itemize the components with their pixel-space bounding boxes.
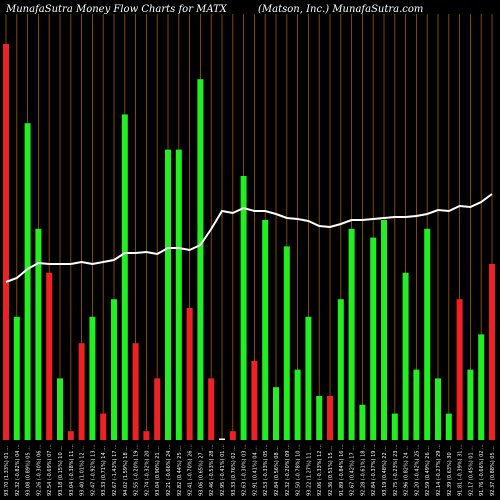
x-label-17: 92.41 (-0.70%) 26 ...	[188, 444, 194, 496]
x-label-36: 92.75 (-0.23%) 23 ...	[393, 444, 399, 496]
x-label-10: 92.67 (-1.43%) 17 ...	[112, 444, 118, 496]
bar-16	[175, 149, 182, 440]
bar-18	[197, 79, 204, 440]
x-label-21: 93.33 (0.76%) 02 ...	[231, 446, 237, 496]
bar-32	[348, 228, 355, 440]
bar-26	[283, 246, 290, 440]
bar-20	[219, 438, 225, 440]
x-label-20: 92.95 (-0.41%) 01 ...	[220, 444, 226, 496]
x-label-35: 93.19 (0.48%) 22 ...	[382, 446, 388, 496]
bar-31	[337, 299, 344, 440]
x-label-15: 92.21 (-0.66%) 24 ...	[166, 444, 172, 496]
x-label-41: 92.39 (0.63%) 30 ...	[447, 446, 453, 496]
bar-7	[78, 343, 85, 440]
x-label-5: 93.18 (0.15%) 10 ...	[58, 446, 64, 496]
bar-36	[391, 413, 398, 440]
bar-38	[413, 369, 420, 440]
x-label-4: 92.54 (-0.69%) 07 ...	[47, 444, 53, 496]
x-label-45: 92.37 (0.88%) 05 ...	[490, 446, 496, 496]
x-label-18: 93.06 (0.65%) 27 ...	[198, 446, 204, 496]
x-label-6: 93.04 (-0.38%) 11 ...	[69, 444, 75, 496]
x-axis-labels: 93.70 (1.33%) 01 ... 92.32 (-0.82%) 04 ..…	[4, 444, 496, 496]
x-label-42: 91.81 (-0.39%) 31 ...	[458, 444, 464, 496]
chart-title: MunafaSutra Money Flow Charts for MATX	[5, 4, 228, 15]
bar-22	[240, 176, 247, 440]
bar-37	[402, 272, 409, 440]
x-label-11: 94.02 (1.59%) 18 ...	[123, 446, 129, 496]
bar-27	[294, 369, 301, 440]
x-label-1: 92.32 (-0.82%) 04 ...	[15, 444, 21, 496]
x-label-40: 92.14 (-0.27%) 29 ...	[436, 444, 442, 496]
x-label-25: 92.84 (0.56%) 08 ...	[274, 446, 280, 496]
bar-35	[381, 220, 387, 440]
x-label-12: 92.55 (-0.20%) 19 ...	[134, 444, 140, 496]
bar-2	[24, 123, 31, 440]
bar-10	[111, 299, 117, 440]
x-label-22: 92.63 (-0.30%) 03 ...	[242, 444, 248, 496]
chart-subtitle: (Matson, Inc.) MunafaSutra.com	[258, 4, 423, 15]
x-label-3: 92.26 (-0.30%) 06 ...	[36, 444, 42, 496]
x-label-30: 92.36 (0.51%) 15 ...	[328, 446, 334, 496]
bar-44	[478, 334, 485, 440]
x-label-24: 92.53 (-0.33%) 05 ...	[263, 444, 269, 496]
x-label-7: 93.40 (1.01%) 12 ...	[80, 446, 86, 496]
x-label-33: 92.28 (-0.61%) 18 ...	[360, 444, 366, 496]
x-label-27: 92.50 (-0.78%) 10 ...	[296, 444, 302, 496]
x-label-2: 93.08 (0.89%) 05 ...	[26, 446, 32, 496]
bar-34	[370, 237, 377, 440]
bar-39	[424, 228, 431, 440]
bar-0	[3, 44, 9, 440]
bar-13	[143, 431, 150, 440]
bar-41	[445, 413, 452, 440]
x-label-37: 92.96 (0.82%) 24 ...	[404, 446, 410, 496]
bar-29	[316, 396, 323, 440]
x-label-26: 92.32 (-0.20%) 09 ...	[285, 444, 291, 496]
bar-19	[208, 378, 215, 440]
bar-25	[273, 387, 279, 440]
bar-43	[467, 369, 474, 440]
x-label-32: 92.67 (0.42%) 17 ...	[350, 446, 356, 496]
bar-9	[100, 413, 107, 440]
x-label-34: 92.84 (-0.37%) 19 ...	[371, 444, 377, 496]
bar-1	[13, 316, 20, 440]
bar-33	[359, 404, 366, 440]
bar-3	[35, 228, 42, 440]
bar-6	[67, 431, 74, 440]
bar-14	[154, 378, 161, 440]
x-label-31: 91.89 (-0.84%) 16 ...	[339, 444, 345, 496]
bar-24	[262, 220, 269, 440]
bar-12	[132, 343, 139, 440]
bar-42	[456, 299, 463, 440]
x-label-38: 92.20 (-0.42%) 25 ...	[414, 444, 420, 496]
x-label-29: 92.06 (-0.33%) 12 ...	[317, 444, 323, 496]
bar-5	[57, 378, 63, 440]
x-label-23: 92.91 (0.41%) 04 ...	[252, 446, 258, 496]
bar-17	[186, 308, 193, 440]
bar-21	[229, 431, 236, 440]
bar-40	[435, 378, 441, 440]
x-label-0: 93.70 (1.33%) 01 ...	[4, 446, 10, 496]
bars	[3, 44, 495, 441]
bar-30	[327, 396, 333, 440]
bar-8	[89, 316, 96, 440]
x-label-19: 92.46 (-0.53%) 28 ...	[209, 444, 215, 496]
x-label-28: 93.22 (1.27%) 11 ...	[306, 446, 312, 496]
bar-15	[165, 149, 171, 440]
x-label-14: 93.04 (0.90%) 21 ...	[155, 446, 161, 496]
x-label-43: 92.17 (0.45%) 01 ...	[468, 446, 474, 496]
x-label-13: 92.74 (-0.32%) 20 ...	[144, 444, 150, 496]
x-label-16: 92.82 (0.44%) 25 ...	[177, 446, 183, 496]
x-label-9: 93.33 (0.71%) 14 ...	[101, 446, 107, 496]
bar-23	[251, 360, 258, 440]
bar-28	[305, 316, 312, 440]
bar-11	[121, 114, 128, 441]
bar-45	[489, 264, 495, 440]
x-label-44: 91.76 (-0.66%) 02 ...	[479, 444, 485, 496]
x-label-8: 92.47 (-0.92%) 13 ...	[90, 444, 96, 496]
bar-4	[46, 272, 53, 440]
price-line	[5, 193, 493, 283]
x-label-39: 92.59 (0.49%) 26 ...	[425, 446, 431, 496]
